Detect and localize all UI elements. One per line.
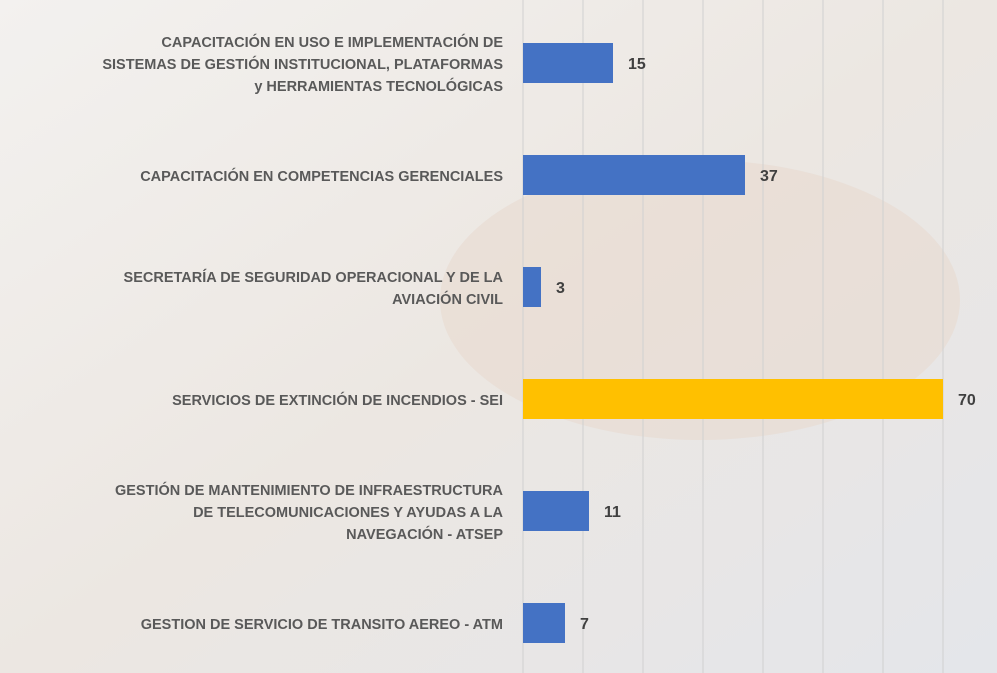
bar — [523, 603, 565, 643]
value-label: 37 — [760, 168, 778, 185]
bar — [523, 267, 541, 307]
value-label: 7 — [580, 616, 589, 633]
category-label: GESTION DE SERVICIO DE TRANSITO AEREO - … — [141, 617, 503, 633]
category-label: SECRETARÍA DE SEGURIDAD OPERACIONAL Y DE… — [124, 269, 504, 308]
value-label: 3 — [556, 280, 565, 297]
value-label: 11 — [604, 504, 621, 521]
bar — [523, 155, 745, 195]
category-label: SERVICIOS DE EXTINCIÓN DE INCENDIOS - SE… — [172, 391, 503, 409]
background-shape — [440, 160, 960, 440]
value-label: 15 — [628, 56, 646, 73]
bar — [523, 379, 943, 419]
value-label: 70 — [958, 392, 976, 409]
category-label: CAPACITACIÓN EN COMPETENCIAS GERENCIALES — [140, 167, 503, 185]
bar — [523, 43, 613, 83]
bar — [523, 491, 589, 531]
category-label: CAPACITACIÓN EN USO E IMPLEMENTACIÓN DE S… — [102, 33, 503, 95]
category-label: GESTIÓN DE MANTENIMIENTO DE INFRAESTRUCT… — [115, 481, 504, 543]
